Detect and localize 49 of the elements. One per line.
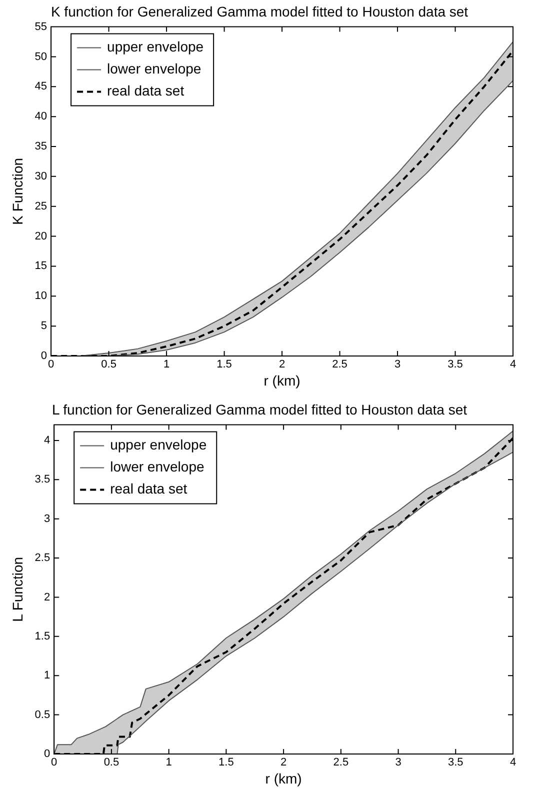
- y-tick-label: 0: [40, 350, 48, 362]
- x-tick-label: 0.5: [101, 358, 116, 371]
- y-tick-label: 0: [44, 748, 50, 760]
- legend-label: lower envelope: [110, 458, 204, 475]
- y-tick-label: 4: [44, 434, 50, 447]
- x-tick-label: 1: [166, 756, 172, 769]
- y-tick-label: 40: [34, 110, 48, 123]
- legend-label: upper envelope: [110, 436, 207, 453]
- chart-title: L function for Generalized Gamma model fitted to Houston data set: [52, 401, 468, 418]
- y-tick-label: 3: [44, 512, 50, 525]
- x-tick-label: 4: [510, 756, 516, 769]
- y-tick-label: 35: [34, 140, 48, 153]
- y-tick-label: 1.5: [34, 630, 50, 642]
- y-tick-label: 55: [34, 20, 48, 33]
- y-tick-label: 20: [34, 230, 48, 242]
- y-tick-label: 10: [34, 290, 48, 302]
- y-tick-label: 25: [34, 200, 48, 212]
- x-tick-label: 2.5: [333, 756, 349, 769]
- x-tick-label: 2: [280, 756, 287, 769]
- legend-label: real data set: [107, 82, 184, 99]
- y-tick-label: 1: [44, 670, 50, 682]
- x-tick-label: 2.5: [332, 358, 348, 371]
- y-tick-label: 2.5: [34, 552, 50, 564]
- y-axis-title: K Function: [9, 158, 26, 225]
- y-tick-label: 0.5: [34, 708, 50, 721]
- x-tick-label: 1: [163, 358, 170, 371]
- y-tick-label: 50: [34, 50, 48, 63]
- y-tick-label: 45: [34, 80, 48, 93]
- y-tick-label: 15: [34, 260, 48, 272]
- x-tick-label: 2: [278, 358, 286, 371]
- x-tick-label: 1.5: [218, 756, 234, 769]
- chart-title: K function for Generalized Gamma model fitted to Houston data set: [50, 3, 468, 20]
- legend-label: upper envelope: [107, 38, 204, 55]
- x-tick-label: 1.5: [216, 358, 232, 371]
- x-tick-label: 4: [510, 358, 516, 371]
- y-tick-label: 30: [34, 170, 48, 182]
- x-tick-label: 3.5: [448, 358, 463, 371]
- legend-label: lower envelope: [107, 60, 202, 77]
- x-tick-label: 3.5: [448, 756, 464, 769]
- x-axis-title: r (km): [265, 770, 302, 786]
- x-tick-label: 0.5: [104, 756, 120, 769]
- y-tick-label: 5: [40, 320, 48, 332]
- x-axis-title: r (km): [264, 372, 300, 388]
- x-tick-label: 3: [394, 358, 401, 371]
- legend-label: real data set: [110, 480, 188, 497]
- x-tick-label: 3: [395, 756, 402, 769]
- y-tick-label: 2: [44, 591, 50, 604]
- y-tick-label: 3.5: [34, 474, 50, 486]
- y-axis-title: L Function: [9, 556, 26, 622]
